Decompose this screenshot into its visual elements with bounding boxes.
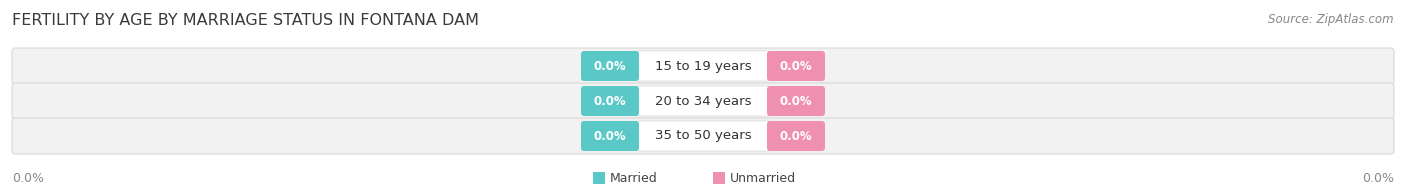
FancyBboxPatch shape (13, 48, 1393, 84)
FancyBboxPatch shape (581, 121, 638, 151)
Text: 0.0%: 0.0% (13, 172, 44, 184)
FancyBboxPatch shape (768, 121, 825, 151)
FancyBboxPatch shape (636, 86, 770, 116)
FancyBboxPatch shape (13, 83, 1393, 119)
FancyBboxPatch shape (581, 86, 638, 116)
Text: 15 to 19 years: 15 to 19 years (655, 60, 751, 73)
Text: 35 to 50 years: 35 to 50 years (655, 130, 751, 142)
Text: 0.0%: 0.0% (780, 94, 813, 107)
Text: 0.0%: 0.0% (593, 94, 626, 107)
FancyBboxPatch shape (581, 51, 638, 81)
Text: Married: Married (610, 172, 658, 184)
Text: Source: ZipAtlas.com: Source: ZipAtlas.com (1268, 13, 1393, 26)
Text: FERTILITY BY AGE BY MARRIAGE STATUS IN FONTANA DAM: FERTILITY BY AGE BY MARRIAGE STATUS IN F… (13, 13, 479, 28)
Text: 0.0%: 0.0% (780, 130, 813, 142)
Text: Unmarried: Unmarried (730, 172, 796, 184)
Text: 0.0%: 0.0% (780, 60, 813, 73)
FancyBboxPatch shape (636, 121, 770, 151)
FancyBboxPatch shape (768, 51, 825, 81)
FancyBboxPatch shape (636, 51, 770, 81)
Text: 20 to 34 years: 20 to 34 years (655, 94, 751, 107)
FancyBboxPatch shape (768, 86, 825, 116)
FancyBboxPatch shape (593, 172, 605, 184)
FancyBboxPatch shape (713, 172, 725, 184)
Text: 0.0%: 0.0% (593, 130, 626, 142)
Text: 0.0%: 0.0% (593, 60, 626, 73)
Text: 0.0%: 0.0% (1362, 172, 1393, 184)
FancyBboxPatch shape (13, 118, 1393, 154)
